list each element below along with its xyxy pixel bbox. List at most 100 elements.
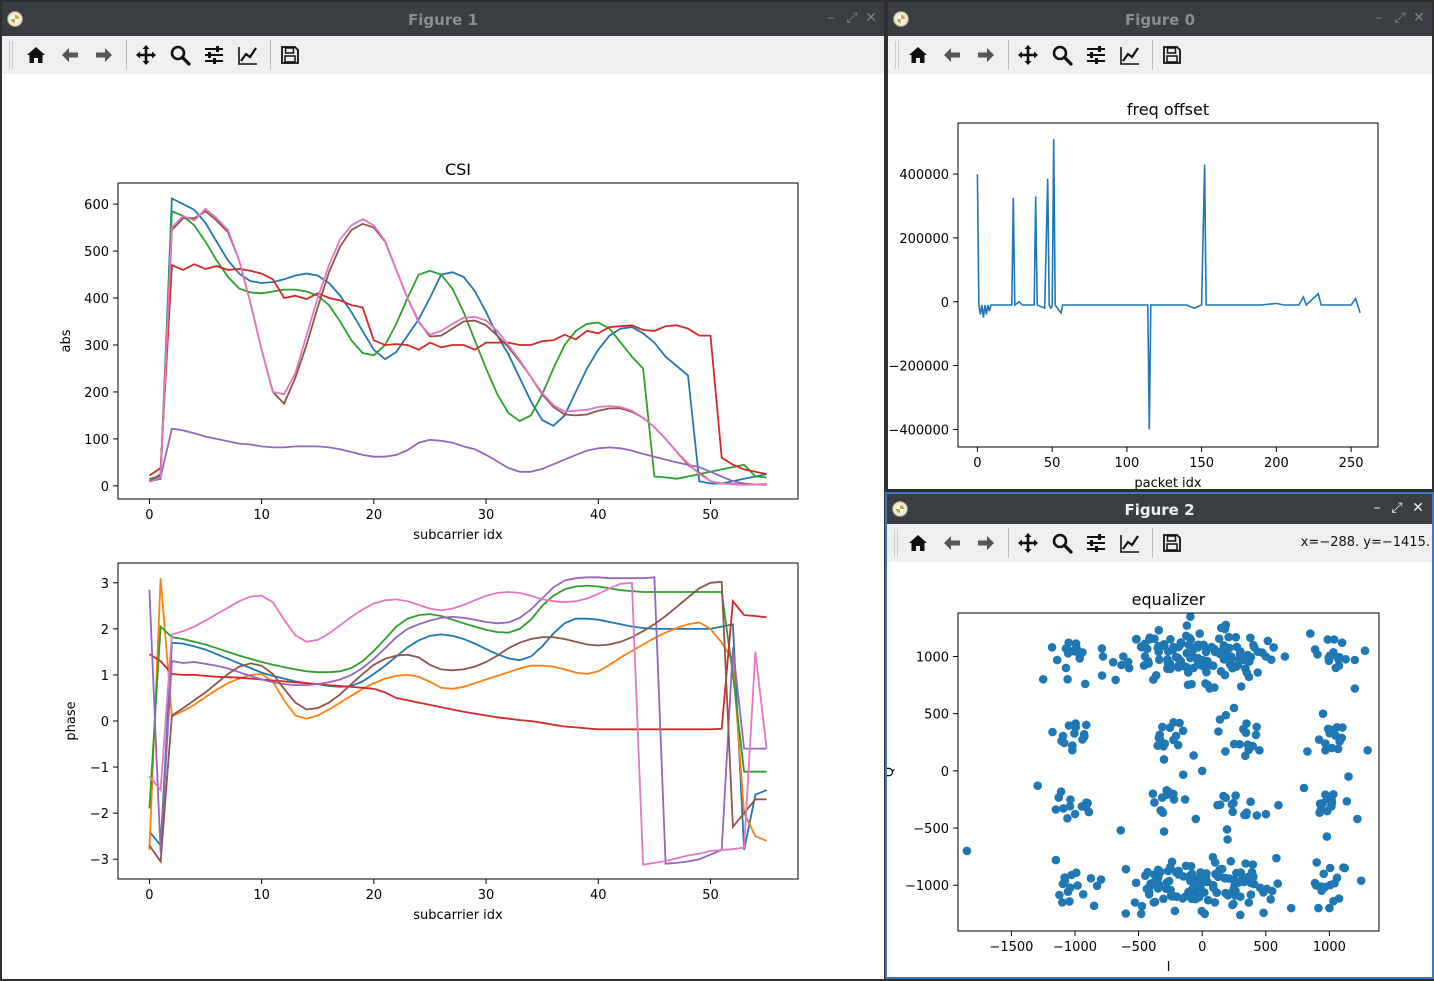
figure0-canvas[interactable]: 0 50 100 150 200 250 400000 200000 0 −200000 −4000… bbox=[888, 74, 1432, 489]
eq-point bbox=[1108, 657, 1118, 667]
eq-point bbox=[1073, 646, 1082, 655]
eq-point bbox=[1054, 793, 1063, 802]
back-arrow-icon[interactable] bbox=[938, 41, 966, 69]
save-icon[interactable] bbox=[276, 41, 304, 69]
csi-xtick-label: 40 bbox=[590, 508, 607, 523]
phase-series-line-2 bbox=[148, 584, 767, 809]
eq-xlabel: I bbox=[1167, 960, 1171, 975]
figure0-titlebar[interactable]: Figure 0 – ⤢ ✕ bbox=[888, 2, 1432, 36]
pan-icon[interactable] bbox=[132, 41, 160, 69]
close-icon[interactable]: ✕ bbox=[865, 10, 877, 26]
eq-point bbox=[1153, 873, 1163, 883]
eq-point bbox=[1303, 747, 1312, 756]
eq-point bbox=[1312, 858, 1321, 867]
eq-point bbox=[1111, 675, 1120, 685]
home-icon[interactable] bbox=[904, 529, 932, 557]
eq-point bbox=[1060, 873, 1069, 882]
toolbar-grip[interactable] bbox=[895, 41, 899, 69]
save-icon[interactable] bbox=[1158, 41, 1186, 69]
figure1-window: Figure 1 – ⤢ ✕ 0 10 20 30 40 50 0 100 200 300 400 5… bbox=[0, 0, 886, 981]
eq-point bbox=[1181, 631, 1191, 641]
eq-point bbox=[1077, 802, 1086, 811]
eq-xtick-label: −1000 bbox=[1053, 940, 1097, 955]
subplots-icon[interactable] bbox=[1082, 529, 1110, 557]
subplots-icon[interactable] bbox=[1082, 41, 1110, 69]
zoom-icon[interactable] bbox=[1048, 529, 1076, 557]
maximize-icon[interactable]: ⤢ bbox=[1394, 10, 1406, 26]
freq-xtick-label: 150 bbox=[1189, 456, 1214, 471]
eq-point bbox=[1116, 826, 1126, 835]
eq-point bbox=[1063, 814, 1072, 823]
eq-point bbox=[1175, 718, 1184, 728]
customize-icon[interactable] bbox=[234, 41, 262, 69]
pan-icon[interactable] bbox=[1014, 41, 1042, 69]
eq-point bbox=[1244, 898, 1254, 907]
maximize-icon[interactable]: ⤢ bbox=[846, 10, 858, 26]
eq-point bbox=[1195, 629, 1204, 638]
close-icon[interactable]: ✕ bbox=[1413, 10, 1425, 26]
eq-point bbox=[1070, 729, 1079, 738]
phase-plot-area bbox=[148, 576, 768, 866]
pan-icon[interactable] bbox=[1014, 529, 1042, 557]
zoom-icon[interactable] bbox=[166, 41, 194, 69]
csi-frame bbox=[117, 182, 799, 500]
eq-point bbox=[1329, 896, 1338, 906]
figure2-titlebar[interactable]: Figure 2 – ⤢ ✕ bbox=[887, 494, 1432, 524]
figure2-title: Figure 2 bbox=[1124, 501, 1195, 519]
eq-point bbox=[1144, 659, 1153, 668]
figure1-canvas[interactable]: 0 10 20 30 40 500100200300400500600CSIsubcarr… bbox=[2, 74, 884, 979]
figure2-canvas[interactable]: −1500 −1000 −500 0 500 1000 1000 500 0 −500 −1000 e… bbox=[887, 562, 1432, 977]
eq-point bbox=[1166, 635, 1175, 644]
eq-point bbox=[1253, 668, 1262, 677]
home-icon[interactable] bbox=[22, 41, 50, 69]
minimize-icon[interactable]: – bbox=[1375, 10, 1383, 26]
minimize-icon[interactable]: – bbox=[827, 10, 835, 26]
freq-xlabel: packet idx bbox=[1134, 476, 1202, 489]
forward-arrow-icon[interactable] bbox=[972, 41, 1000, 69]
eq-point bbox=[1153, 643, 1163, 653]
minimize-icon[interactable]: – bbox=[1373, 500, 1381, 516]
eq-point bbox=[1252, 722, 1261, 732]
eq-ylabel: Q bbox=[887, 767, 897, 777]
csi-series-line-5 bbox=[149, 207, 767, 486]
eq-point bbox=[1225, 643, 1234, 653]
back-arrow-icon[interactable] bbox=[938, 529, 966, 557]
back-arrow-icon[interactable] bbox=[56, 41, 84, 69]
eq-point bbox=[1178, 770, 1188, 779]
toolbar-grip[interactable] bbox=[9, 41, 13, 69]
eq-point bbox=[1033, 781, 1042, 790]
eq-point bbox=[1191, 814, 1201, 824]
toolbar-grip[interactable] bbox=[894, 529, 898, 557]
eq-point bbox=[1150, 798, 1159, 807]
subplots-icon[interactable] bbox=[200, 41, 228, 69]
csi-title: CSI bbox=[445, 160, 471, 179]
maximize-icon[interactable]: ⤢ bbox=[1391, 500, 1403, 516]
eq-point bbox=[1326, 725, 1335, 734]
phase-xtick-label: 0 bbox=[145, 888, 153, 903]
customize-icon[interactable] bbox=[1116, 41, 1144, 69]
eq-point bbox=[1159, 640, 1169, 649]
figure1-titlebar[interactable]: Figure 1 – ⤢ ✕ bbox=[2, 2, 884, 36]
phase-xtick-label: 40 bbox=[590, 888, 607, 903]
close-icon[interactable]: ✕ bbox=[1412, 500, 1424, 516]
freq-title: freq offset bbox=[1127, 100, 1209, 119]
figure0-toolbar bbox=[888, 36, 1432, 74]
eq-point bbox=[1310, 645, 1320, 654]
forward-arrow-icon[interactable] bbox=[90, 41, 118, 69]
matplotlib-app-icon bbox=[7, 11, 23, 27]
eq-point bbox=[1231, 633, 1241, 642]
eq-point bbox=[1170, 906, 1180, 916]
eq-ytick-label: 0 bbox=[941, 765, 949, 780]
customize-icon[interactable] bbox=[1116, 529, 1144, 557]
eq-point bbox=[1209, 644, 1219, 654]
eq-point bbox=[1082, 720, 1091, 730]
eq-point bbox=[1137, 901, 1147, 911]
eq-point bbox=[1047, 643, 1057, 652]
home-icon[interactable] bbox=[904, 41, 932, 69]
forward-arrow-icon[interactable] bbox=[972, 529, 1000, 557]
save-icon[interactable] bbox=[1158, 529, 1186, 557]
eq-xtick-label: 500 bbox=[1253, 940, 1278, 955]
eq-point bbox=[1221, 710, 1231, 720]
zoom-icon[interactable] bbox=[1048, 41, 1076, 69]
figure2-window: Figure 2 – ⤢ ✕ x=−288. y=−1415. −1500 −10… bbox=[885, 492, 1434, 979]
